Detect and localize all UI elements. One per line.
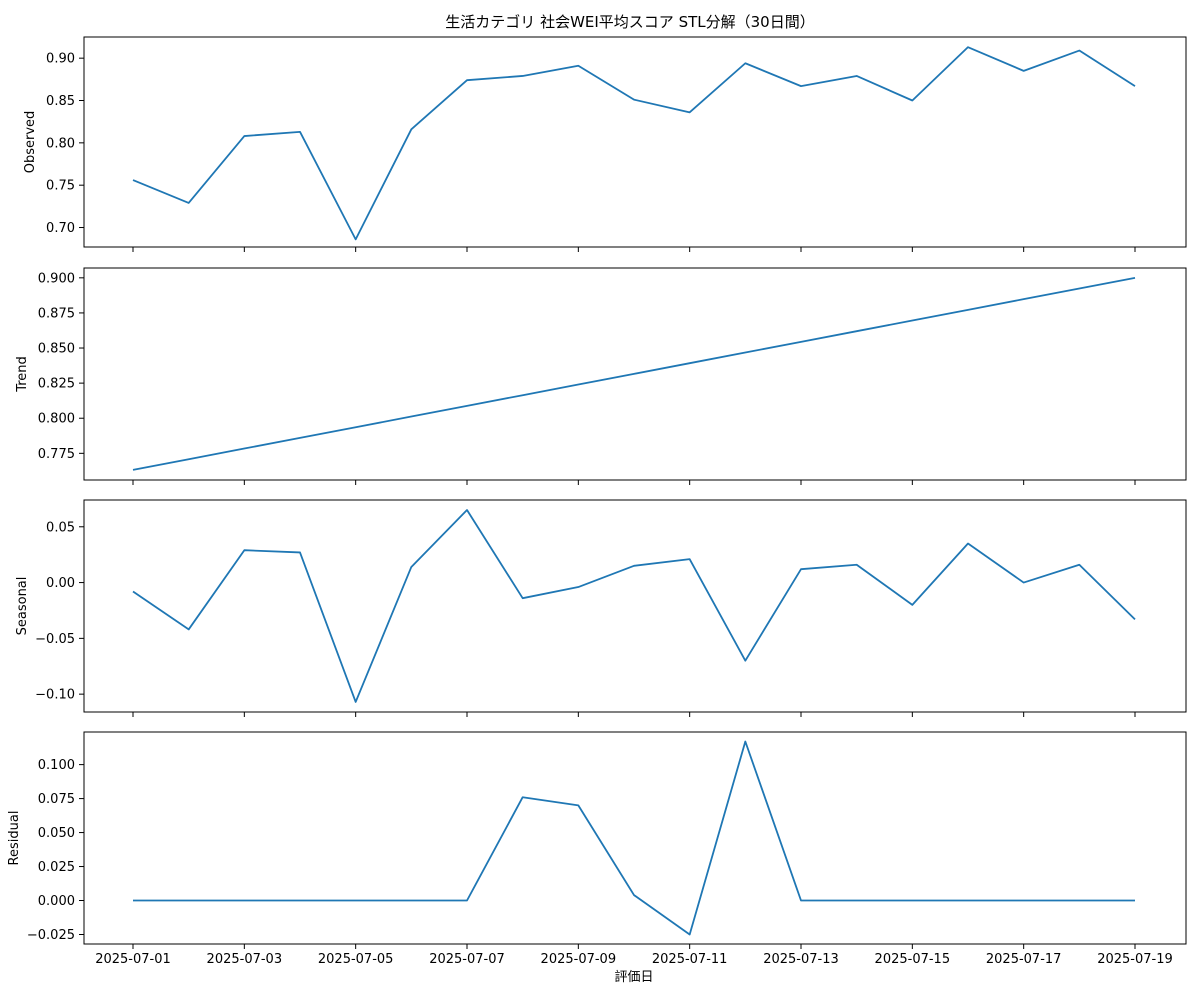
x-tick-label: 2025-07-05: [318, 952, 394, 967]
y-tick-label: 0.900: [38, 271, 75, 286]
y-tick-label: 0.000: [38, 894, 75, 909]
y-axis-label-observed: Observed: [23, 111, 38, 174]
y-tick-label: 0.025: [38, 860, 75, 875]
y-tick-label: 0.050: [38, 826, 75, 841]
y-tick-label: 0.80: [46, 136, 75, 151]
x-tick-label: 2025-07-07: [429, 952, 505, 967]
x-tick-label: 2025-07-01: [95, 952, 171, 967]
x-tick-label: 2025-07-03: [207, 952, 283, 967]
y-tick-label: 0.85: [46, 94, 75, 109]
y-tick-label: −0.05: [35, 632, 75, 647]
panel-residual: −0.025 0.000 0.025 0.050 0.075 0.100 Residual 2…: [7, 731, 1187, 967]
x-tick-label: 2025-07-19: [1097, 952, 1173, 967]
y-axis-label-trend: Trend: [15, 356, 30, 393]
panel-seasonal: −0.10 −0.05 0.00 0.05 Seasonal: [15, 499, 1187, 717]
y-tick-label: 0.90: [46, 52, 75, 67]
y-tick-label: −0.025: [27, 928, 75, 943]
y-tick-label: 0.70: [46, 221, 75, 236]
y-tick-label: 0.00: [46, 576, 75, 591]
chart-title: 生活カテゴリ 社会WEI平均スコア STL分解（30日間）: [445, 13, 814, 31]
y-tick-label: 0.775: [38, 447, 75, 462]
y-tick-label: 0.05: [46, 520, 75, 535]
y-tick-label: 0.075: [38, 792, 75, 807]
panel-observed: 0.70 0.75 0.80 0.85 0.90 Observed: [23, 36, 1187, 252]
y-tick-label: 0.100: [38, 758, 75, 773]
y-axis-label-seasonal: Seasonal: [15, 577, 30, 636]
panels: 0.700.750.800.850.90Observed0.7750.8000.…: [7, 36, 1187, 967]
x-tick-label: 2025-07-13: [763, 952, 839, 967]
x-tick-label: 2025-07-09: [541, 952, 617, 967]
y-tick-label: 0.850: [38, 342, 75, 357]
y-tick-label: 0.800: [38, 412, 75, 427]
panel-frame: [83, 499, 1187, 713]
series-line-observed: [132, 46, 1136, 241]
y-tick-label: 0.875: [38, 306, 75, 321]
series-line-seasonal: [132, 509, 1136, 703]
y-tick-label: −0.10: [35, 688, 75, 703]
panel-trend: 0.775 0.800 0.825 0.850 0.875 0.900 Trend: [15, 267, 1187, 485]
x-tick-label: 2025-07-17: [986, 952, 1062, 967]
y-axis-label-residual: Residual: [7, 811, 22, 866]
panel-frame: [83, 267, 1187, 481]
x-tick-label: 2025-07-11: [652, 952, 728, 967]
series-line-residual: [133, 740, 1135, 936]
y-tick-label: 0.825: [38, 377, 75, 392]
panel-frame: [83, 731, 1187, 945]
x-tick-label: 2025-07-15: [875, 952, 951, 967]
x-axis-label: 評価日: [614, 970, 653, 985]
panel-frame: [83, 36, 1187, 248]
y-tick-label: 0.75: [46, 179, 75, 194]
